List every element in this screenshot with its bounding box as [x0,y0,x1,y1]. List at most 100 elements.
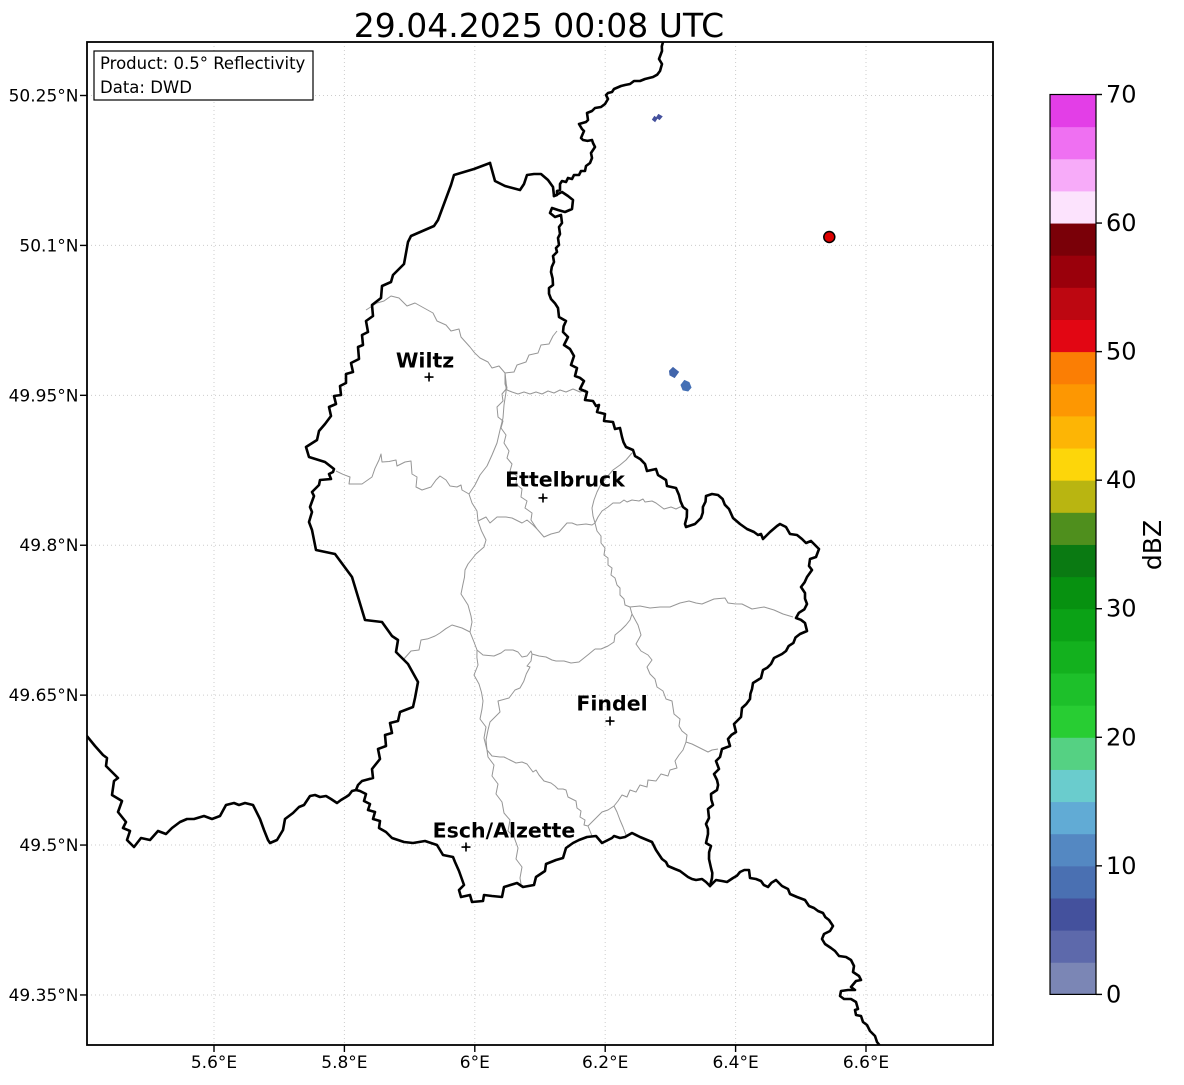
canton-border-G11 [629,597,794,618]
country-border-south [354,788,712,904]
canton-border-G12 [631,613,688,743]
colorbar-tick-label: 10 [1106,852,1137,880]
grid-lines [87,42,993,1045]
colorbar-band [1050,640,1096,674]
colorbar-band [1050,705,1096,738]
info-box: Product: 0.5° Reflectivity Data: DWD [93,50,314,101]
plot-title: 29.04.2025 00:08 UTC [354,6,724,45]
map-layers [87,42,882,1045]
colorbar-tick-label: 30 [1106,595,1137,623]
map-background [87,42,993,1045]
colorbar-band [1050,319,1096,353]
canton-border-G3 [496,372,538,530]
canton-border-G4 [477,516,596,538]
y-tick-label: 50.25°N [9,87,79,107]
colorbar-band [1050,544,1096,578]
canton-border-G5 [460,493,487,651]
city-label: Esch/Alzette [433,819,576,843]
canton-border-G21 [504,373,587,395]
country-border-france-germany [708,868,882,1045]
canton-border-G16 [473,649,523,885]
x-tick-label: 5.6°E [191,1053,237,1073]
colorbar-band [1050,448,1096,481]
colorbar-tick-label: 50 [1106,338,1137,366]
y-tick-label: 49.95°N [9,386,79,406]
colorbar-band [1050,576,1096,610]
colorbar-band [1050,158,1096,192]
canton-border-G6 [402,624,471,661]
city-annotations: Wiltz Ettelbruck Findel Esch/Alzette [396,349,648,852]
colorbar-band [1050,190,1096,224]
colorbar-band [1050,287,1096,320]
colorbar-label: dBZ [1138,520,1167,570]
canton-border-G10 [591,452,633,524]
country-border-west [304,161,492,792]
radar-echo [655,113,663,121]
colorbar-band [1050,255,1096,288]
colorbar-band [1050,962,1096,995]
y-tick-label: 49.65°N [9,686,79,706]
info-data-source: Data: DWD [100,78,192,97]
info-product: Product: 0.5° Reflectivity [100,54,306,73]
colorbar-band [1050,833,1096,867]
y-tick-label: 49.5°N [19,836,78,856]
x-tick-label: 6.2°E [582,1053,628,1073]
radar-echo [651,115,658,123]
city-label: Wiltz [396,349,454,373]
info-box-frame [93,50,314,101]
colorbar-tick-label: 70 [1106,81,1137,109]
colorbar-tick-label: 40 [1106,466,1137,494]
colorbar-band [1050,351,1096,385]
colorbar-band [1050,383,1096,417]
colorbar-tick-label: 60 [1106,209,1137,237]
radar-site-marker [823,230,836,244]
canton-border-G14 [486,749,589,827]
colorbar-band [1050,930,1096,963]
colorbar-tick-label: 0 [1106,980,1121,1008]
colorbar-band [1050,608,1096,642]
colorbar-band [1050,897,1096,931]
canton-border-G19 [685,741,719,753]
x-tick-label: 6.4°E [712,1053,758,1073]
city-label: Ettelbruck [505,467,626,491]
y-tick-label: 49.8°N [19,536,78,556]
canton-border-G17 [613,741,687,836]
canton-border-G2b [468,372,507,495]
city-marker-dot [464,845,468,849]
canton-border-G1 [365,295,506,374]
city-marker-dot [427,375,431,379]
country-border-north [488,161,556,198]
colorbar-band [1050,737,1096,770]
colorbar-band [1050,512,1096,545]
canton-border-G8 [594,522,633,650]
city-marker-dot [541,496,545,500]
colorbar-band [1050,415,1096,449]
colorbar-band [1050,865,1096,899]
canton-border-G18 [587,805,615,837]
country-border-belgium-germany [552,42,665,198]
x-tick-label: 6.6°E [843,1053,889,1073]
country-border-france-belgium [87,734,358,849]
colorbar-band [1050,769,1096,803]
colorbar-band [1050,673,1096,706]
canton-border-G9 [594,498,685,524]
city-label: Findel [576,692,647,716]
canton-border-G15 [485,653,533,751]
colorbar-tick-label: 20 [1106,723,1137,751]
radar-echo [680,379,692,392]
colorbar-band [1050,94,1096,128]
colorbar-frame [1049,93,1097,996]
city-marker-dot [608,719,612,723]
x-tick-label: 6°E [460,1053,490,1073]
colorbar-band [1050,126,1096,160]
y-tick-label: 49.35°N [9,986,79,1006]
country-border-our-sauer-moselle [547,190,821,888]
axes-ticks: 5.6°E 5.8°E 6°E 6.2°E 6.4°E 6.6°E 50.25°N 50.1°… [9,87,890,1074]
colorbar-band [1050,801,1096,835]
colorbar: 0 10 20 30 40 50 60 70 [1049,81,1137,1008]
canton-border-G2 [335,453,470,495]
x-tick-label: 5.8°E [321,1053,367,1073]
axes-frame [86,41,994,1046]
